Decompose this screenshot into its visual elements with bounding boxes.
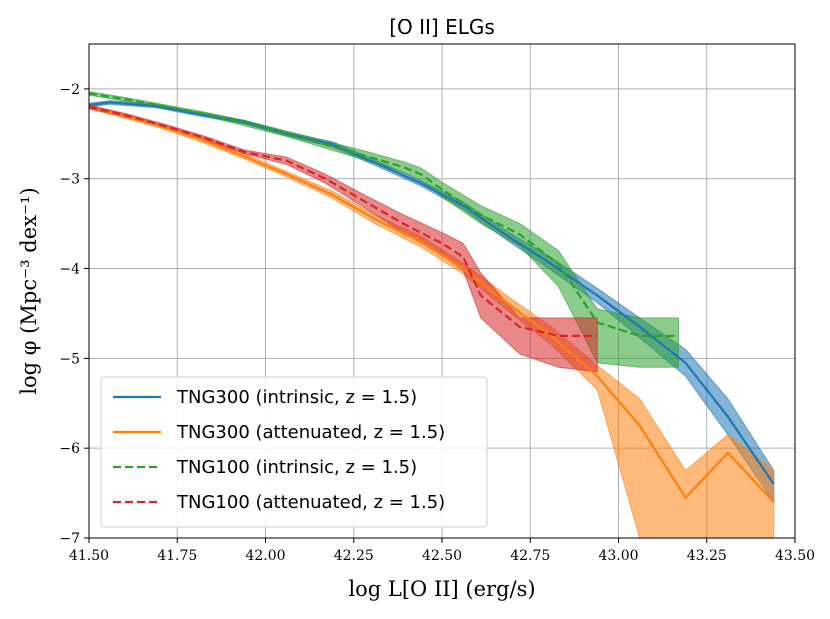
series-1-line: [88, 105, 775, 503]
y-tick-label: −5: [59, 351, 80, 367]
x-tick-label: 42.25: [334, 548, 374, 564]
x-tick-label: 42.50: [422, 548, 462, 564]
line-layer: [88, 92, 775, 503]
series-2-band: [88, 91, 679, 368]
y-tick-label: −2: [59, 82, 80, 98]
x-tick-label: 42.00: [245, 548, 285, 564]
x-tick-label: 41.50: [69, 548, 109, 564]
legend-label-3: TNG100 (attenuated, z = 1.5): [176, 492, 445, 513]
y-axis-label: log φ (Mpc⁻³ dex⁻¹): [17, 187, 41, 394]
legend: TNG300 (intrinsic, z = 1.5) TNG300 (atten…: [100, 376, 488, 528]
y-tick-label: −6: [59, 441, 80, 457]
y-tick-label: −4: [59, 262, 80, 278]
y-tick-label: −7: [59, 531, 80, 547]
x-tick-label: 43.50: [775, 548, 815, 564]
y-tick-label: −3: [59, 172, 80, 188]
tick-layer: 41.50 41.75 42.00 42.25 42.50 42.75 43.00 43.25…: [59, 82, 815, 564]
legend-box: [100, 376, 488, 528]
series-2-line: [88, 92, 679, 337]
series-0-line: [88, 101, 775, 485]
series-3-line: [88, 105, 598, 337]
x-axis-label: log L[O II] (erg/s): [348, 577, 535, 601]
x-tick-label: 43.25: [687, 548, 727, 564]
x-tick-label: 43.00: [598, 548, 638, 564]
chart-title: [O II] ELGs: [389, 15, 495, 39]
x-tick-label: 42.75: [510, 548, 550, 564]
series-3-band: [88, 104, 598, 373]
x-tick-label: 41.75: [157, 548, 197, 564]
legend-label-1: TNG300 (attenuated, z = 1.5): [176, 422, 445, 443]
legend-label-0: TNG300 (intrinsic, z = 1.5): [176, 387, 417, 408]
legend-label-2: TNG100 (intrinsic, z = 1.5): [176, 457, 417, 478]
